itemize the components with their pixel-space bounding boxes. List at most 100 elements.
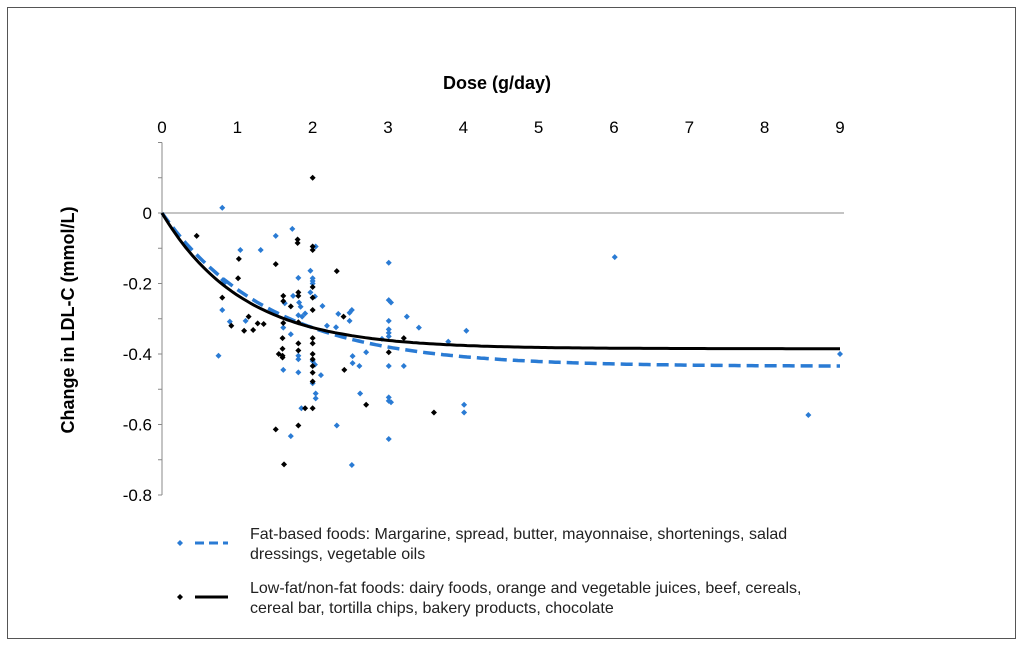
fat-based-point bbox=[215, 352, 222, 359]
legend-label: Fat-based foods: Margarine, spread, butt… bbox=[250, 526, 787, 543]
fat-based-point bbox=[289, 225, 296, 232]
low-fat-point bbox=[260, 321, 267, 328]
low-fat-point bbox=[309, 378, 316, 385]
fat-based-point bbox=[335, 310, 342, 317]
x-tick-label: 2 bbox=[308, 118, 317, 137]
fat-based-point bbox=[295, 369, 302, 376]
low-fat-point bbox=[235, 255, 242, 262]
fat-based-point bbox=[298, 405, 305, 412]
low-fat-point bbox=[309, 340, 316, 347]
low-fat-point bbox=[241, 327, 248, 334]
x-tick-label: 4 bbox=[459, 118, 468, 137]
legend-marker bbox=[177, 594, 183, 600]
fat-based-point bbox=[319, 303, 326, 310]
fat-based-point bbox=[385, 435, 392, 442]
low-fat-point bbox=[309, 247, 316, 254]
low-fat-point bbox=[272, 261, 279, 268]
fat-based-point bbox=[295, 274, 302, 281]
fat-based-point bbox=[312, 395, 319, 402]
low-fat-point bbox=[295, 422, 302, 429]
fat-based-point bbox=[400, 362, 407, 369]
fat-based-point bbox=[257, 247, 264, 254]
x-tick-label: 5 bbox=[534, 118, 543, 137]
fat-based-point bbox=[309, 280, 316, 287]
low-fat-point bbox=[430, 409, 437, 416]
fat-based-point bbox=[242, 317, 249, 324]
fat-based-point bbox=[346, 317, 353, 324]
legend-label: cereal bar, tortilla chips, bakery produ… bbox=[250, 600, 614, 617]
fat-based-point bbox=[295, 352, 302, 359]
fat-based-point bbox=[385, 326, 392, 333]
low-fat-point bbox=[295, 292, 302, 299]
fat-based-point bbox=[385, 362, 392, 369]
legend-label: Low-fat/non-fat foods: dairy foods, oran… bbox=[250, 580, 801, 597]
x-tick-label: 9 bbox=[835, 118, 844, 137]
fat-based-point bbox=[333, 324, 340, 331]
fat-based-point bbox=[280, 366, 287, 373]
fat-based-point bbox=[280, 324, 287, 331]
low-fat-point bbox=[281, 461, 288, 468]
fat-based-point bbox=[287, 433, 294, 440]
fat-based-point bbox=[385, 259, 392, 266]
low-fat-point bbox=[309, 369, 316, 376]
low-fat-point bbox=[294, 236, 301, 243]
fat-based-point bbox=[363, 349, 370, 356]
fat-based-point bbox=[307, 267, 314, 274]
fat-based-point bbox=[297, 303, 304, 310]
low-fat-point bbox=[280, 298, 287, 305]
fat-based-point bbox=[333, 422, 340, 429]
fat-based-point bbox=[295, 356, 302, 363]
y-tick-label: -0.2 bbox=[123, 275, 152, 294]
low-fat-point bbox=[245, 313, 252, 320]
fat-based-point bbox=[302, 310, 309, 317]
fat-based-point bbox=[219, 204, 226, 211]
fat-based-point bbox=[295, 312, 302, 319]
x-tick-label: 3 bbox=[383, 118, 392, 137]
low-fat-fit-curve bbox=[160, 212, 840, 351]
fat-based-point bbox=[611, 254, 618, 261]
low-fat-point bbox=[295, 347, 302, 354]
low-fat-point bbox=[309, 294, 316, 301]
low-fat-point bbox=[309, 351, 316, 357]
fat-based-point bbox=[219, 306, 226, 313]
x-tick-label: 1 bbox=[233, 118, 242, 137]
fat-based-point bbox=[388, 299, 395, 306]
low-fat-point bbox=[254, 320, 261, 327]
fat-based-point bbox=[312, 243, 319, 250]
low-fat-point bbox=[385, 349, 392, 356]
low-fat-point bbox=[309, 284, 316, 291]
y-tick-label: -0.8 bbox=[123, 486, 152, 505]
low-fat-point bbox=[341, 366, 348, 373]
low-fat-point bbox=[340, 313, 347, 320]
low-fat-point bbox=[302, 405, 309, 412]
x-tick-label: 8 bbox=[760, 118, 769, 137]
x-tick-label: 6 bbox=[609, 118, 618, 137]
fat-based-point bbox=[356, 362, 363, 369]
low-fat-point bbox=[295, 340, 302, 347]
low-fat-point bbox=[228, 322, 235, 329]
fat-based-point bbox=[385, 317, 392, 324]
low-fat-point bbox=[279, 345, 286, 352]
fat-based-point bbox=[403, 313, 410, 320]
fat-based-point bbox=[385, 394, 392, 401]
fat-based-point bbox=[415, 324, 422, 331]
low-fat-point bbox=[309, 362, 316, 369]
legend-label: dressings, vegetable oils bbox=[250, 546, 425, 563]
low-fat-point bbox=[193, 232, 200, 239]
low-fat-point bbox=[295, 289, 302, 296]
low-fat-point bbox=[309, 405, 316, 412]
fat-based-point bbox=[445, 338, 452, 345]
fat-based-point bbox=[287, 331, 294, 338]
fat-based-point bbox=[385, 329, 392, 336]
fat-based-point bbox=[388, 399, 395, 406]
fat-based-point bbox=[349, 353, 356, 360]
low-fat-point bbox=[279, 354, 286, 361]
low-fat-point bbox=[272, 426, 279, 433]
fat-based-point bbox=[317, 372, 324, 379]
low-fat-point bbox=[250, 327, 257, 334]
x-tick-label: 0 bbox=[157, 118, 166, 137]
fat-based-fit-curve bbox=[160, 211, 840, 368]
fat-based-point bbox=[307, 289, 314, 296]
fat-based-point bbox=[272, 232, 279, 239]
